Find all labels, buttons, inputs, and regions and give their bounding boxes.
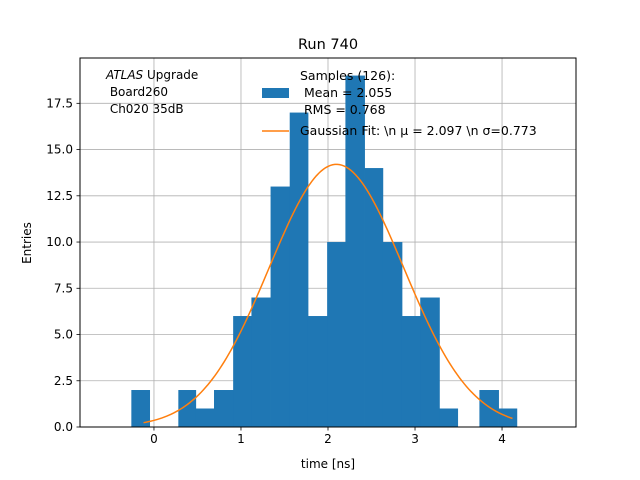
x-tick-label: 4 [498, 432, 506, 446]
histogram-bar [364, 168, 384, 428]
x-tick-label: 2 [324, 432, 332, 446]
histogram-bar [307, 316, 328, 427]
x-tick-label: 1 [237, 432, 245, 446]
atlas-word: ATLAS [105, 68, 144, 82]
legend-fit-label: Gaussian Fit: \n μ = 2.097 \n σ=0.773 [300, 123, 537, 138]
histogram-bar [345, 75, 365, 428]
bars-layer [131, 75, 518, 428]
histogram-bar [327, 242, 346, 427]
histogram-bar [401, 316, 421, 427]
histogram-bar [270, 186, 291, 427]
histogram-bar [178, 390, 197, 427]
x-tick-label: 0 [150, 432, 158, 446]
atlas-label: ATLAS Upgrade [105, 68, 198, 82]
histogram-bar [420, 297, 440, 427]
histogram-bar [439, 408, 459, 427]
histogram-bar [382, 242, 403, 427]
y-tick-label: 15.0 [46, 143, 73, 157]
histogram-bar [251, 297, 271, 427]
board-label: Board260 [106, 85, 168, 99]
atlas-annotation: ATLAS Upgrade Board260 Ch020 35dB [105, 68, 198, 116]
channel-label: Ch020 35dB [106, 102, 184, 116]
histogram-bar [131, 390, 151, 427]
legend-hist-label-line1: Samples (126): [300, 68, 395, 83]
histogram-bar [289, 112, 309, 428]
y-tick-label: 0.0 [54, 420, 73, 434]
legend-hist-label-line3: RMS = 0.768 [300, 102, 386, 117]
y-tick-label: 12.5 [46, 189, 73, 203]
x-axis-label: time [ns] [301, 457, 355, 471]
gaussian-fit-line [143, 163, 513, 424]
histogram-bar [233, 316, 252, 427]
y-tick-label: 17.5 [46, 96, 73, 110]
upgrade-word: Upgrade [143, 68, 198, 82]
y-tick-label: 7.5 [54, 281, 73, 295]
legend: Samples (126): Mean = 2.055 RMS = 0.768 … [262, 68, 537, 138]
legend-hist-label-line2: Mean = 2.055 [300, 85, 392, 100]
x-tick-label: 3 [411, 432, 419, 446]
legend-hist-swatch [262, 88, 289, 98]
histogram-bar [214, 390, 234, 427]
histogram-bar [498, 408, 518, 427]
y-tick-label: 2.5 [54, 374, 73, 388]
histogram-bar [195, 408, 215, 427]
histogram-bar [479, 390, 499, 427]
y-tick-label: 5.0 [54, 328, 73, 342]
ticks-layer: 0 1 2 3 4 0.0 2.5 5.0 7.5 10.0 12.5 15.0 17.5 [46, 96, 506, 446]
y-axis-label: Entries [20, 222, 34, 264]
chart-title: Run 740 [298, 37, 358, 53]
y-tick-label: 10.0 [46, 235, 73, 249]
